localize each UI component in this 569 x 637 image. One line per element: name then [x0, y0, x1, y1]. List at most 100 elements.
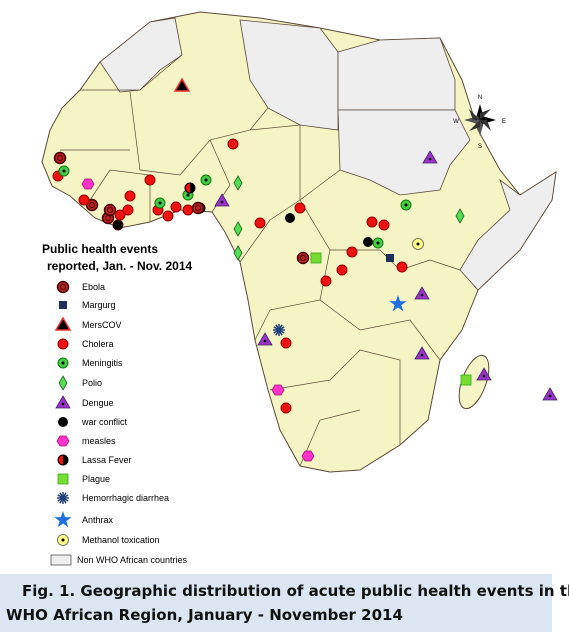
symbol [300, 255, 306, 261]
symbol [186, 193, 190, 197]
symbol [273, 326, 285, 334]
symbol [113, 220, 123, 230]
symbol [170, 201, 182, 213]
legend: Ebola Margurg MersCOV Cholera Meningitis Poli… [50, 280, 188, 566]
symbol [53, 151, 67, 165]
symbol [182, 204, 194, 216]
legend-label: Margurg [82, 300, 116, 310]
symbol [190, 183, 195, 193]
symbol [81, 178, 95, 190]
symbol [257, 332, 273, 346]
caption: WHO African Region, January - November 2… [6, 606, 403, 624]
caption: Fig. 1. Geographic distribution of acute… [22, 582, 569, 600]
symbol [89, 202, 95, 208]
legend-label: Lassa Fever [82, 455, 132, 465]
legend-label: MersCOV [82, 320, 122, 330]
symbol [59, 301, 67, 309]
symbol [50, 554, 72, 566]
legend-item: Polio [58, 375, 102, 391]
symbol [54, 316, 72, 331]
compass-e: E [502, 119, 506, 125]
symbol [60, 284, 66, 290]
legend-title: Public health events [42, 242, 158, 256]
symbol [460, 374, 472, 386]
symbol [548, 394, 552, 398]
legend-label: measles [82, 436, 116, 446]
legend-label: Plague [82, 474, 110, 484]
symbol [346, 246, 358, 258]
legend-item: Lassa Fever [57, 454, 132, 466]
symbol [428, 157, 432, 161]
symbol [57, 338, 69, 350]
symbol [63, 455, 68, 465]
legend-label: Dengue [82, 398, 114, 408]
symbol [363, 237, 373, 247]
symbol [56, 435, 70, 447]
symbol [162, 210, 174, 222]
compass-w: W [453, 119, 459, 125]
symbol [320, 275, 332, 287]
legend-item: Ebola [56, 280, 105, 294]
symbol [227, 138, 239, 150]
symbol [455, 208, 465, 224]
symbol [144, 174, 156, 186]
symbol [173, 77, 191, 92]
symbol [296, 251, 310, 265]
symbol [55, 395, 71, 409]
symbol [114, 209, 126, 221]
symbol [61, 538, 65, 542]
non-who-region [337, 109, 471, 196]
symbol [57, 155, 63, 161]
legend-item: Margurg [59, 300, 116, 310]
legend-item: Non WHO African countries [50, 554, 188, 566]
legend-item: Plague [57, 473, 110, 485]
legend-item: war conflict [58, 417, 128, 427]
symbol [376, 241, 380, 245]
symbol [204, 178, 208, 182]
legend-label: war conflict [81, 417, 128, 427]
symbol [396, 261, 408, 273]
legend-label: Meningitis [82, 358, 123, 368]
symbol [301, 450, 315, 462]
symbol [366, 216, 378, 228]
symbol [542, 387, 558, 401]
symbol [254, 217, 266, 229]
symbol [420, 293, 424, 297]
symbol [195, 205, 201, 211]
symbol [220, 200, 224, 204]
legend-label: Polio [82, 378, 102, 388]
non-who-region [337, 37, 456, 111]
symbol [389, 295, 407, 312]
symbol [378, 219, 390, 231]
symbol [263, 339, 267, 343]
symbol [57, 473, 69, 485]
symbol [122, 204, 134, 216]
symbol [124, 190, 136, 202]
legend-label: Hemorrhagic diarrhea [82, 493, 169, 503]
symbol [158, 201, 162, 205]
legend-item: Anthrax [54, 511, 114, 528]
legend-item: MersCOV [54, 316, 122, 331]
symbol [285, 213, 295, 223]
symbol [233, 221, 243, 237]
legend-label: Ebola [82, 282, 105, 292]
symbol [310, 252, 322, 264]
symbol [233, 175, 243, 191]
compass-s: S [478, 144, 482, 150]
legend-item: Dengue [55, 395, 114, 409]
symbol [414, 346, 430, 360]
non-who-region [459, 171, 557, 291]
symbol [280, 337, 292, 349]
legend-label: Cholera [82, 339, 114, 349]
symbol [214, 193, 230, 207]
symbol [56, 280, 70, 294]
symbol [416, 242, 420, 246]
symbol [61, 402, 65, 406]
legend-item: Cholera [57, 338, 114, 350]
legend-title: reported, Jan. - Nov. 2014 [47, 259, 192, 273]
symbol [476, 367, 492, 381]
legend-item: measles [56, 435, 116, 447]
symbol [54, 511, 72, 528]
symbol [404, 203, 408, 207]
